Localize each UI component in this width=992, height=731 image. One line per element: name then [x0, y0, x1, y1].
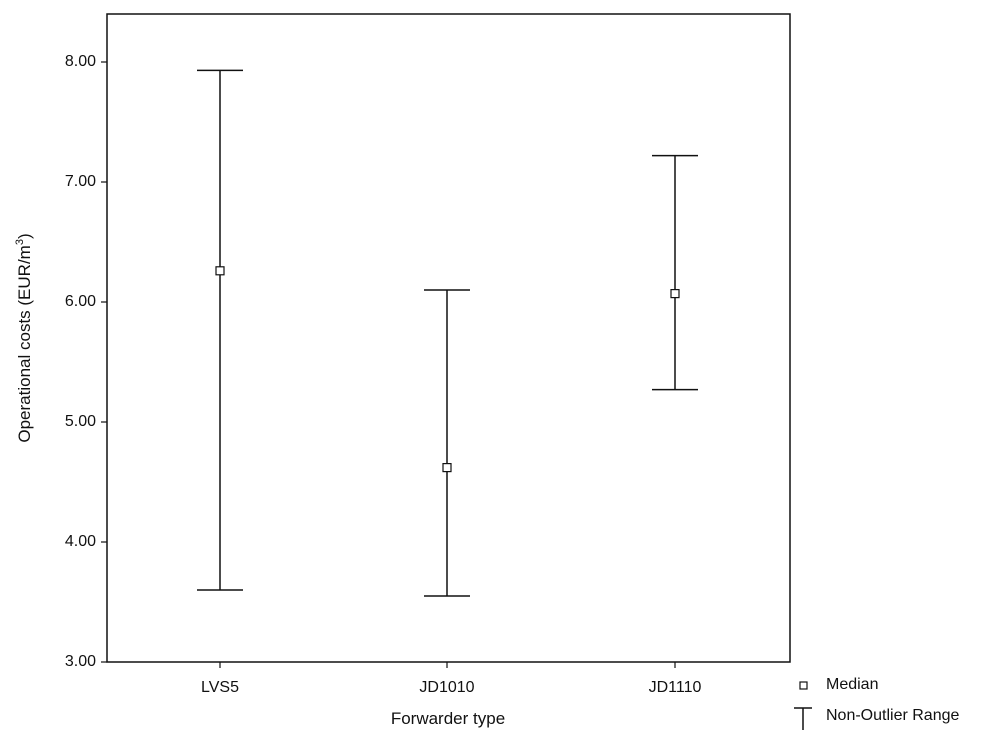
x-axis: LVS5 JD1010 JD1110 — [201, 662, 701, 696]
error-bars — [197, 69, 698, 597]
legend-median-marker — [799, 681, 808, 690]
legend-median-label: Median — [826, 676, 878, 693]
x-tick-label: JD1110 — [649, 679, 702, 696]
median-marker — [215, 266, 225, 276]
y-axis-title-close: ) — [15, 233, 34, 239]
legend-range-label: Non-Outlier Range — [826, 707, 960, 724]
x-axis-title: Forwarder type — [391, 709, 505, 728]
y-tick-label: 3.00 — [65, 653, 96, 670]
y-tick-label: 6.00 — [65, 293, 96, 310]
y-tick-label: 7.00 — [65, 173, 96, 190]
x-tick-label: LVS5 — [201, 679, 239, 696]
y-tick-label: 4.00 — [65, 533, 96, 550]
y-tick-label: 8.00 — [65, 53, 96, 70]
plot-frame — [106, 13, 791, 663]
x-tick-label: JD1010 — [419, 679, 474, 696]
y-axis-title-superscript: 3 — [14, 239, 26, 245]
y-axis-title: Operational costs (EUR/m3) — [14, 233, 34, 442]
range-bar-jd1010 — [424, 289, 470, 597]
median-marker — [670, 289, 680, 299]
legend: Median Non-Outlier Range — [794, 676, 960, 730]
range-bar-jd1110 — [652, 154, 698, 391]
y-axis-title-main: Operational costs (EUR/m — [15, 245, 34, 442]
y-tick-label: 5.00 — [65, 413, 96, 430]
median-marker — [442, 463, 452, 473]
range-bar-lvs5 — [197, 69, 243, 591]
y-axis: 3.00 4.00 5.00 6.00 7.00 8.00 — [65, 53, 107, 670]
